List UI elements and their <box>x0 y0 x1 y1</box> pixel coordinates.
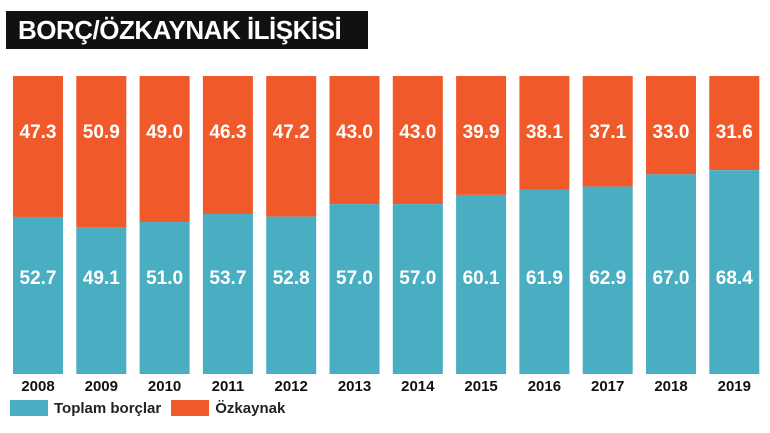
bar-debt-2012 <box>266 216 317 374</box>
value-label-equity-2019: 31.6 <box>716 122 753 143</box>
bar-debt-2019 <box>709 170 760 374</box>
bar-equity-2015 <box>456 76 507 195</box>
chart-title: BORÇ/ÖZKAYNAK İLİŞKİSİ <box>18 15 342 45</box>
bar-equity-2013 <box>329 76 380 205</box>
value-label-equity-2014: 43.0 <box>399 122 436 143</box>
year-label-2011: 2011 <box>212 378 245 395</box>
value-label-equity-2008: 47.3 <box>20 122 57 143</box>
bar-debt-2017 <box>582 186 633 374</box>
value-label-debt-2015: 60.1 <box>463 268 500 289</box>
bar-debt-2013 <box>329 204 380 374</box>
value-label-equity-2013: 43.0 <box>336 122 373 143</box>
value-label-equity-2016: 38.1 <box>526 122 563 143</box>
value-label-debt-2016: 61.9 <box>526 268 563 289</box>
bar-equity-2009 <box>76 76 127 228</box>
legend-label-debt: Toplam borçlar <box>54 399 162 417</box>
value-label-debt-2008: 52.7 <box>20 268 57 289</box>
bar-equity-2008 <box>13 76 63 217</box>
bar-debt-2015 <box>456 194 507 374</box>
value-label-equity-2010: 49.0 <box>146 122 183 143</box>
value-label-equity-2009: 50.9 <box>83 122 120 143</box>
value-label-debt-2013: 57.0 <box>336 268 373 289</box>
legend-item-equity: Özkaynak <box>171 400 285 417</box>
bar-debt-2016 <box>519 189 570 374</box>
year-label-2016: 2016 <box>528 378 561 395</box>
bar-equity-2014 <box>392 76 443 205</box>
year-label-2012: 2012 <box>275 378 308 395</box>
legend-swatch-equity <box>171 400 210 416</box>
bar-debt-2008 <box>13 216 63 374</box>
bar-equity-2011 <box>202 76 253 214</box>
year-label-2019: 2019 <box>718 378 751 395</box>
legend-label-equity: Özkaynak <box>215 399 286 417</box>
legend: Toplam borçlar Özkaynak <box>10 397 295 419</box>
bar-equity-2012 <box>266 76 317 217</box>
value-label-debt-2009: 49.1 <box>83 268 120 289</box>
value-label-equity-2011: 46.3 <box>209 122 246 143</box>
legend-swatch-debt <box>10 400 48 416</box>
year-label-2009: 2009 <box>85 378 118 395</box>
year-label-2015: 2015 <box>464 378 497 395</box>
bar-debt-2014 <box>392 204 443 374</box>
year-label-2017: 2017 <box>591 378 624 395</box>
bar-debt-2011 <box>202 213 253 374</box>
value-label-debt-2017: 62.9 <box>589 268 626 289</box>
year-label-2014: 2014 <box>401 378 435 395</box>
value-label-debt-2014: 57.0 <box>399 268 436 289</box>
bar-debt-2018 <box>646 174 696 374</box>
year-label-2018: 2018 <box>654 378 687 395</box>
legend-item-debt: Toplam borçlar <box>10 400 161 417</box>
value-label-debt-2018: 67.0 <box>653 268 690 289</box>
value-label-equity-2017: 37.1 <box>589 122 626 143</box>
bar-equity-2017 <box>582 76 633 187</box>
value-label-debt-2010: 51.0 <box>146 268 183 289</box>
bar-equity-2010 <box>139 76 190 223</box>
bar-equity-2019 <box>709 76 760 171</box>
value-label-debt-2012: 52.8 <box>273 268 310 289</box>
bar-debt-2009 <box>76 227 127 374</box>
value-label-equity-2015: 39.9 <box>463 122 500 143</box>
year-label-2008: 2008 <box>21 378 54 395</box>
bar-equity-2016 <box>519 76 570 190</box>
value-label-debt-2011: 53.7 <box>209 268 246 289</box>
year-label-2013: 2013 <box>338 378 371 395</box>
bar-debt-2010 <box>139 222 190 374</box>
chart-title-bar: BORÇ/ÖZKAYNAK İLİŞKİSİ <box>6 11 368 49</box>
year-label-2010: 2010 <box>148 378 181 395</box>
value-label-equity-2012: 47.2 <box>273 122 310 143</box>
value-label-debt-2019: 68.4 <box>716 268 753 289</box>
value-label-equity-2018: 33.0 <box>653 122 690 143</box>
bar-equity-2018 <box>646 76 696 175</box>
